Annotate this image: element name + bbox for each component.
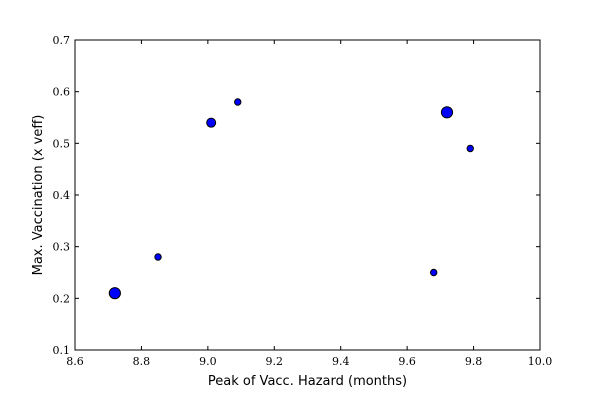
x-axis-tick-labels: 8.6 8.8 9.0 9.2 9.4 9.6 9.8 10.0: [66, 355, 552, 368]
scatter-point: [154, 253, 162, 261]
y-tick-label: 0.2: [53, 292, 71, 305]
y-tick-label: 0.5: [53, 137, 71, 150]
y-tick-label: 0.1: [53, 344, 71, 357]
scatter-point: [234, 98, 242, 106]
x-tick-label: 8.8: [133, 355, 151, 368]
y-tick-label: 0.7: [53, 34, 71, 47]
y-tick-label: 0.6: [53, 86, 71, 99]
x-tick-label: 10.0: [528, 355, 553, 368]
scatter-point: [108, 287, 121, 300]
plot-area: [75, 40, 540, 350]
y-axis-label: Max. Vaccination (x veff): [31, 115, 46, 276]
plot-frame: [74, 39, 541, 351]
scatter-point: [440, 106, 454, 119]
y-tick-label: 0.3: [53, 241, 71, 254]
y-tick-label: 0.4: [53, 189, 71, 202]
x-tick-label: 8.6: [66, 355, 84, 368]
x-axis-label: Peak of Vacc. Hazard (months): [208, 374, 407, 389]
x-tick-label: 9.6: [398, 355, 416, 368]
scatter-points: [108, 98, 474, 300]
x-tick-label: 9.8: [465, 355, 483, 368]
x-tick-label: 9.0: [199, 355, 217, 368]
x-axis-ticks: [74, 40, 541, 350]
scatter-point: [430, 268, 438, 277]
scatter-point: [466, 144, 474, 153]
x-tick-label: 9.4: [332, 355, 350, 368]
y-axis-tick-labels: 0.1 0.2 0.3 0.4 0.5 0.6 0.7: [53, 34, 71, 357]
scatter-point: [206, 117, 217, 128]
x-tick-label: 9.2: [266, 355, 284, 368]
